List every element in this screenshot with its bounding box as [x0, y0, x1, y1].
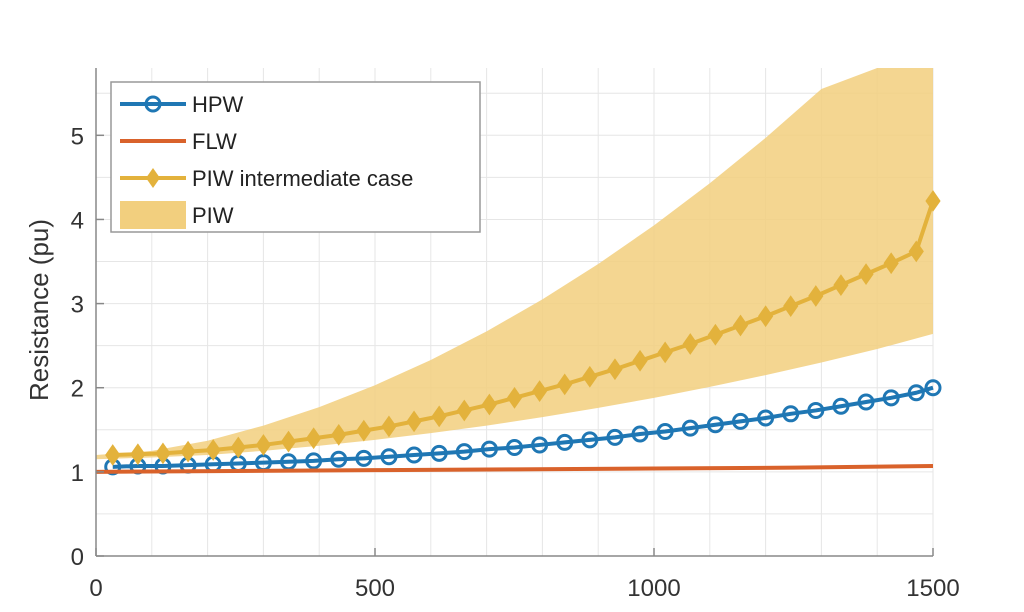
- data-point-piw-intermediate-case: [255, 434, 272, 456]
- data-point-piw-intermediate-case: [230, 436, 246, 459]
- series-line-hpw: [112, 385, 934, 469]
- data-point-piw-intermediate-case: [883, 252, 899, 275]
- data-point-hpw: [556, 433, 574, 451]
- data-point-piw-intermediate-case: [908, 240, 924, 263]
- data-point-hpw: [330, 450, 348, 468]
- data-point-piw-intermediate-case: [356, 419, 372, 442]
- data-point-piw-intermediate-case: [481, 393, 498, 416]
- y-tick-label: 1: [71, 460, 84, 487]
- data-point-hpw: [430, 444, 448, 462]
- legend-label-hpw: HPW: [192, 92, 244, 117]
- data-point-hpw: [832, 397, 850, 415]
- legend-marker-piw-intermediate-case: [146, 168, 160, 188]
- data-point-hpw: [681, 419, 699, 437]
- data-point-piw-intermediate-case: [582, 365, 598, 388]
- data-point-hpw: [305, 452, 323, 470]
- data-point-hpw: [631, 425, 649, 443]
- data-point-piw-intermediate-case: [531, 380, 548, 402]
- data-point-piw-intermediate-case: [456, 399, 472, 422]
- data-point-piw-intermediate-case: [783, 295, 799, 317]
- data-point-hpw: [480, 440, 498, 458]
- data-point-hpw: [405, 446, 423, 464]
- data-point-hpw: [782, 405, 800, 423]
- data-point-hpw: [807, 401, 825, 419]
- data-point-hpw: [924, 379, 942, 397]
- data-point-piw-intermediate-case: [707, 323, 723, 346]
- data-point-piw-intermediate-case: [858, 263, 874, 286]
- y-tick-label: 5: [71, 123, 84, 150]
- piw-band-layer: [96, 68, 933, 460]
- data-point-piw-intermediate-case: [381, 415, 397, 438]
- y-tick-label: 3: [71, 292, 84, 319]
- data-point-hpw: [757, 409, 775, 427]
- data-point-piw-intermediate-case: [506, 386, 523, 409]
- data-point-hpw: [355, 449, 373, 467]
- data-point-hpw: [380, 448, 398, 466]
- data-point-piw-intermediate-case: [431, 405, 447, 428]
- data-point-piw-intermediate-case: [732, 314, 749, 337]
- x-tick-label: 1500: [906, 575, 959, 602]
- series-line-flw: [95, 463, 934, 474]
- series-layer: [95, 190, 942, 476]
- data-point-hpw: [731, 412, 749, 430]
- data-point-piw-intermediate-case: [406, 410, 422, 433]
- data-point-piw-intermediate-case: [657, 341, 673, 364]
- data-point-piw-intermediate-case: [306, 427, 322, 450]
- data-point-piw-intermediate-case: [682, 333, 698, 355]
- data-point-piw-intermediate-case: [105, 444, 121, 466]
- legend-marker-hpw: [144, 95, 162, 113]
- legend-swatch-piw: [120, 201, 186, 229]
- legend-label-flw: FLW: [192, 129, 237, 154]
- data-point-piw-intermediate-case: [833, 274, 849, 296]
- data-point-hpw: [581, 431, 599, 449]
- data-point-piw-intermediate-case: [925, 190, 941, 212]
- series-line-piw-intermediate-case: [112, 200, 935, 458]
- data-point-piw-intermediate-case: [155, 442, 171, 465]
- data-point-piw-intermediate-case: [757, 305, 774, 328]
- x-tick-label: 500: [355, 575, 395, 602]
- data-point-hpw: [706, 416, 724, 434]
- data-point-piw-intermediate-case: [205, 439, 221, 461]
- data-point-hpw: [907, 384, 925, 402]
- legend-label-piw-intermediate-case: PIW intermediate case: [192, 166, 413, 191]
- data-point-hpw: [606, 428, 624, 446]
- data-point-piw-intermediate-case: [180, 440, 196, 463]
- data-point-piw-intermediate-case: [632, 349, 648, 372]
- data-point-piw-intermediate-case: [331, 423, 347, 446]
- data-point-piw-intermediate-case: [808, 285, 824, 307]
- data-point-piw-intermediate-case: [607, 358, 623, 381]
- data-point-hpw: [531, 436, 549, 454]
- data-point-hpw: [882, 389, 900, 407]
- data-point-piw-intermediate-case: [280, 430, 297, 453]
- legend-label-piw: PIW: [192, 203, 234, 228]
- axes: [95, 68, 933, 557]
- y-tick-label: 4: [71, 207, 84, 234]
- data-point-hpw: [506, 438, 523, 456]
- y-tick-label: 0: [71, 544, 84, 571]
- y-axis-label: Resistance (pu): [24, 219, 54, 401]
- data-point-piw-intermediate-case: [130, 443, 146, 466]
- data-point-hpw: [656, 422, 674, 440]
- legend: HPW FLW PIW intermediate case PIW: [110, 81, 481, 233]
- piw-band: [96, 68, 933, 460]
- data-point-hpw: [455, 443, 473, 461]
- x-tick-label: 1000: [627, 575, 680, 602]
- y-tick-label: 2: [71, 376, 84, 403]
- data-point-piw-intermediate-case: [557, 373, 573, 396]
- tick-labels: 0 500 1000 1500 0 1 2 3 4 5: [71, 123, 960, 602]
- data-point-hpw: [857, 393, 875, 411]
- x-tick-label: 0: [89, 575, 102, 602]
